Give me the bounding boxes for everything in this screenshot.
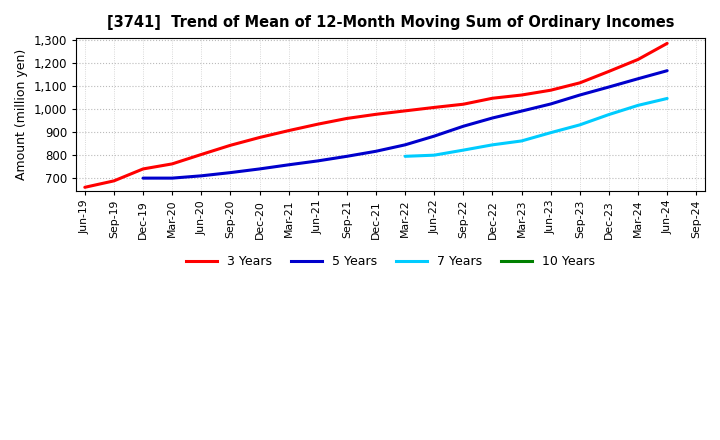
Title: [3741]  Trend of Mean of 12-Month Moving Sum of Ordinary Incomes: [3741] Trend of Mean of 12-Month Moving … [107, 15, 675, 30]
Y-axis label: Amount (million yen): Amount (million yen) [15, 49, 28, 180]
Legend: 3 Years, 5 Years, 7 Years, 10 Years: 3 Years, 5 Years, 7 Years, 10 Years [181, 250, 600, 273]
